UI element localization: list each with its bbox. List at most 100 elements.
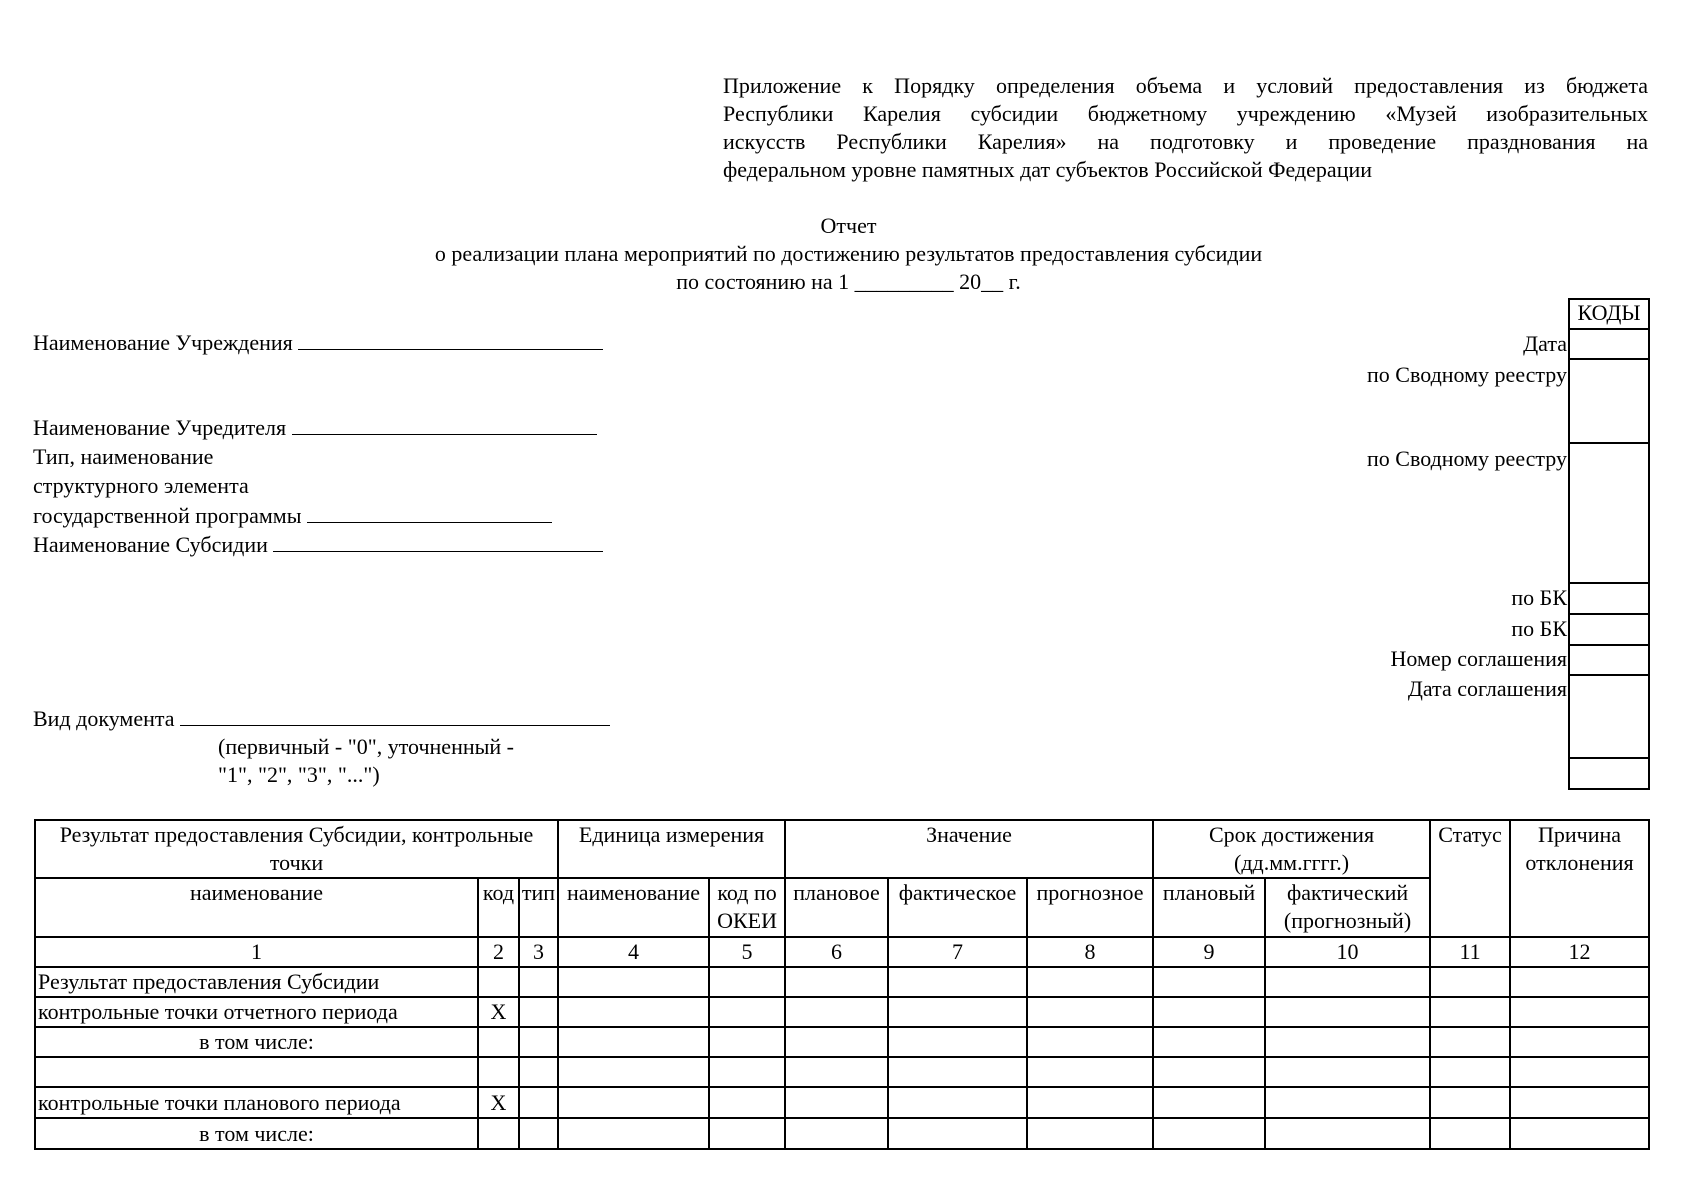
table-cell[interactable] [1429,1026,1512,1058]
codes-registry-label-2: по Сводному реестру [1367,446,1567,471]
table-cell[interactable] [557,996,711,1028]
table-cell[interactable] [1152,1056,1267,1088]
row-name: в том числе: [34,1117,479,1150]
table-cell[interactable] [557,1086,711,1119]
column-number: 12 [1509,936,1651,968]
doc-type-field[interactable]: Вид документа [33,705,611,732]
appendix-line: искусств Республики Карелия» на подготов… [723,129,1648,154]
table-cell[interactable] [887,966,1029,998]
table-cell[interactable] [887,1056,1029,1088]
program-blank[interactable] [306,502,552,523]
table-cell[interactable] [557,1117,711,1150]
table-cell[interactable] [517,1086,560,1119]
table-cell[interactable] [1509,1026,1651,1058]
table-cell[interactable] [1509,1086,1651,1119]
table-cell[interactable] [1429,1056,1512,1088]
table-cell[interactable] [1264,966,1432,998]
code-cell-registry-2[interactable] [1570,442,1648,582]
table-cell[interactable] [1509,996,1651,1028]
codes-bk-label-1: по БК [1511,585,1567,610]
table-cell[interactable] [1152,996,1267,1028]
founder-field[interactable]: Наименование Учредителя [33,414,597,441]
table-cell[interactable] [1429,966,1512,998]
subheader-cell: наименование [34,877,479,938]
table-cell[interactable] [1429,1086,1512,1119]
code-cell-bk-2[interactable] [1570,613,1648,644]
table-cell[interactable] [708,1026,787,1058]
code-cell-date[interactable] [1570,328,1648,358]
table-cell[interactable] [708,1117,787,1150]
code-cell-registry-1[interactable] [1570,358,1648,442]
subheader-cell: тип [517,877,560,938]
table-cell[interactable] [708,966,787,998]
institution-blank[interactable] [298,329,604,350]
table-cell[interactable] [517,996,560,1028]
table-cell[interactable] [1026,996,1155,1028]
table-cell[interactable] [1429,1117,1512,1150]
row-name: в том числе: [34,1026,479,1058]
table-cell[interactable] [1026,1086,1155,1119]
table-cell[interactable] [1509,1056,1651,1088]
table-cell[interactable] [557,1026,711,1058]
column-number: 6 [784,936,890,968]
doc-type-blank[interactable] [180,705,611,726]
founder-blank[interactable] [291,414,597,435]
code-cell-agreement-date[interactable] [1570,674,1648,757]
subsidy-blank[interactable] [273,531,604,552]
table-cell[interactable] [1264,996,1432,1028]
institution-field[interactable]: Наименование Учреждения [33,329,604,356]
table-cell[interactable] [887,996,1029,1028]
table-row [34,1056,1651,1088]
table-cell[interactable] [784,1026,890,1058]
table-cell[interactable] [557,1056,711,1088]
results-table: Результат предоставления Субсидии, контр… [33,819,1651,1150]
table-cell[interactable] [1264,1086,1432,1119]
column-number: 11 [1429,936,1512,968]
table-cell[interactable] [517,1056,560,1088]
program-field[interactable]: государственной программы [33,502,552,529]
table-cell[interactable] [1026,1117,1155,1150]
table-cell[interactable] [784,1086,890,1119]
table-cell[interactable] [517,1026,560,1058]
subheader-cell: прогнозное [1026,877,1155,938]
codes-agreement-date-label: Дата соглашения [1407,676,1567,701]
row-code [477,1117,520,1150]
code-cell-extra[interactable] [1570,757,1648,788]
table-cell[interactable] [1152,966,1267,998]
table-cell[interactable] [708,1086,787,1119]
table-cell[interactable] [1152,1117,1267,1150]
table-cell[interactable] [1509,966,1651,998]
table-cell[interactable] [517,1117,560,1150]
table-cell[interactable] [784,966,890,998]
table-cell[interactable] [1026,966,1155,998]
table-cell[interactable] [1026,1056,1155,1088]
table-row: контрольные точки планового периода X [34,1086,1651,1119]
table-cell[interactable] [1429,996,1512,1028]
table-cell[interactable] [517,966,560,998]
table-cell[interactable] [887,1026,1029,1058]
table-cell[interactable] [1264,1026,1432,1058]
table-row: контрольные точки отчетного периода X [34,996,1651,1028]
table-cell[interactable] [1152,1026,1267,1058]
codes-registry-label-1: по Сводному реестру [1367,362,1567,387]
header-status: Статус [1429,819,1512,938]
code-cell-bk-1[interactable] [1570,582,1648,613]
table-cell[interactable] [784,1117,890,1150]
program-label-2: структурного элемента [33,473,249,498]
table-cell[interactable] [784,1056,890,1088]
table-cell[interactable] [887,1086,1029,1119]
table-cell[interactable] [1026,1026,1155,1058]
table-cell[interactable] [887,1117,1029,1150]
code-cell-agreement-number[interactable] [1570,644,1648,674]
table-cell[interactable] [557,966,711,998]
table-cell[interactable] [708,1056,787,1088]
table-cell[interactable] [1152,1086,1267,1119]
table-cell[interactable] [708,996,787,1028]
table-cell[interactable] [1264,1056,1432,1088]
table-cell[interactable] [1509,1117,1651,1150]
subsidy-field[interactable]: Наименование Субсидии [33,531,604,558]
column-number: 9 [1152,936,1267,968]
table-cell[interactable] [1264,1117,1432,1150]
table-cell[interactable] [784,996,890,1028]
header-reason: Причина отклонения [1509,819,1651,938]
